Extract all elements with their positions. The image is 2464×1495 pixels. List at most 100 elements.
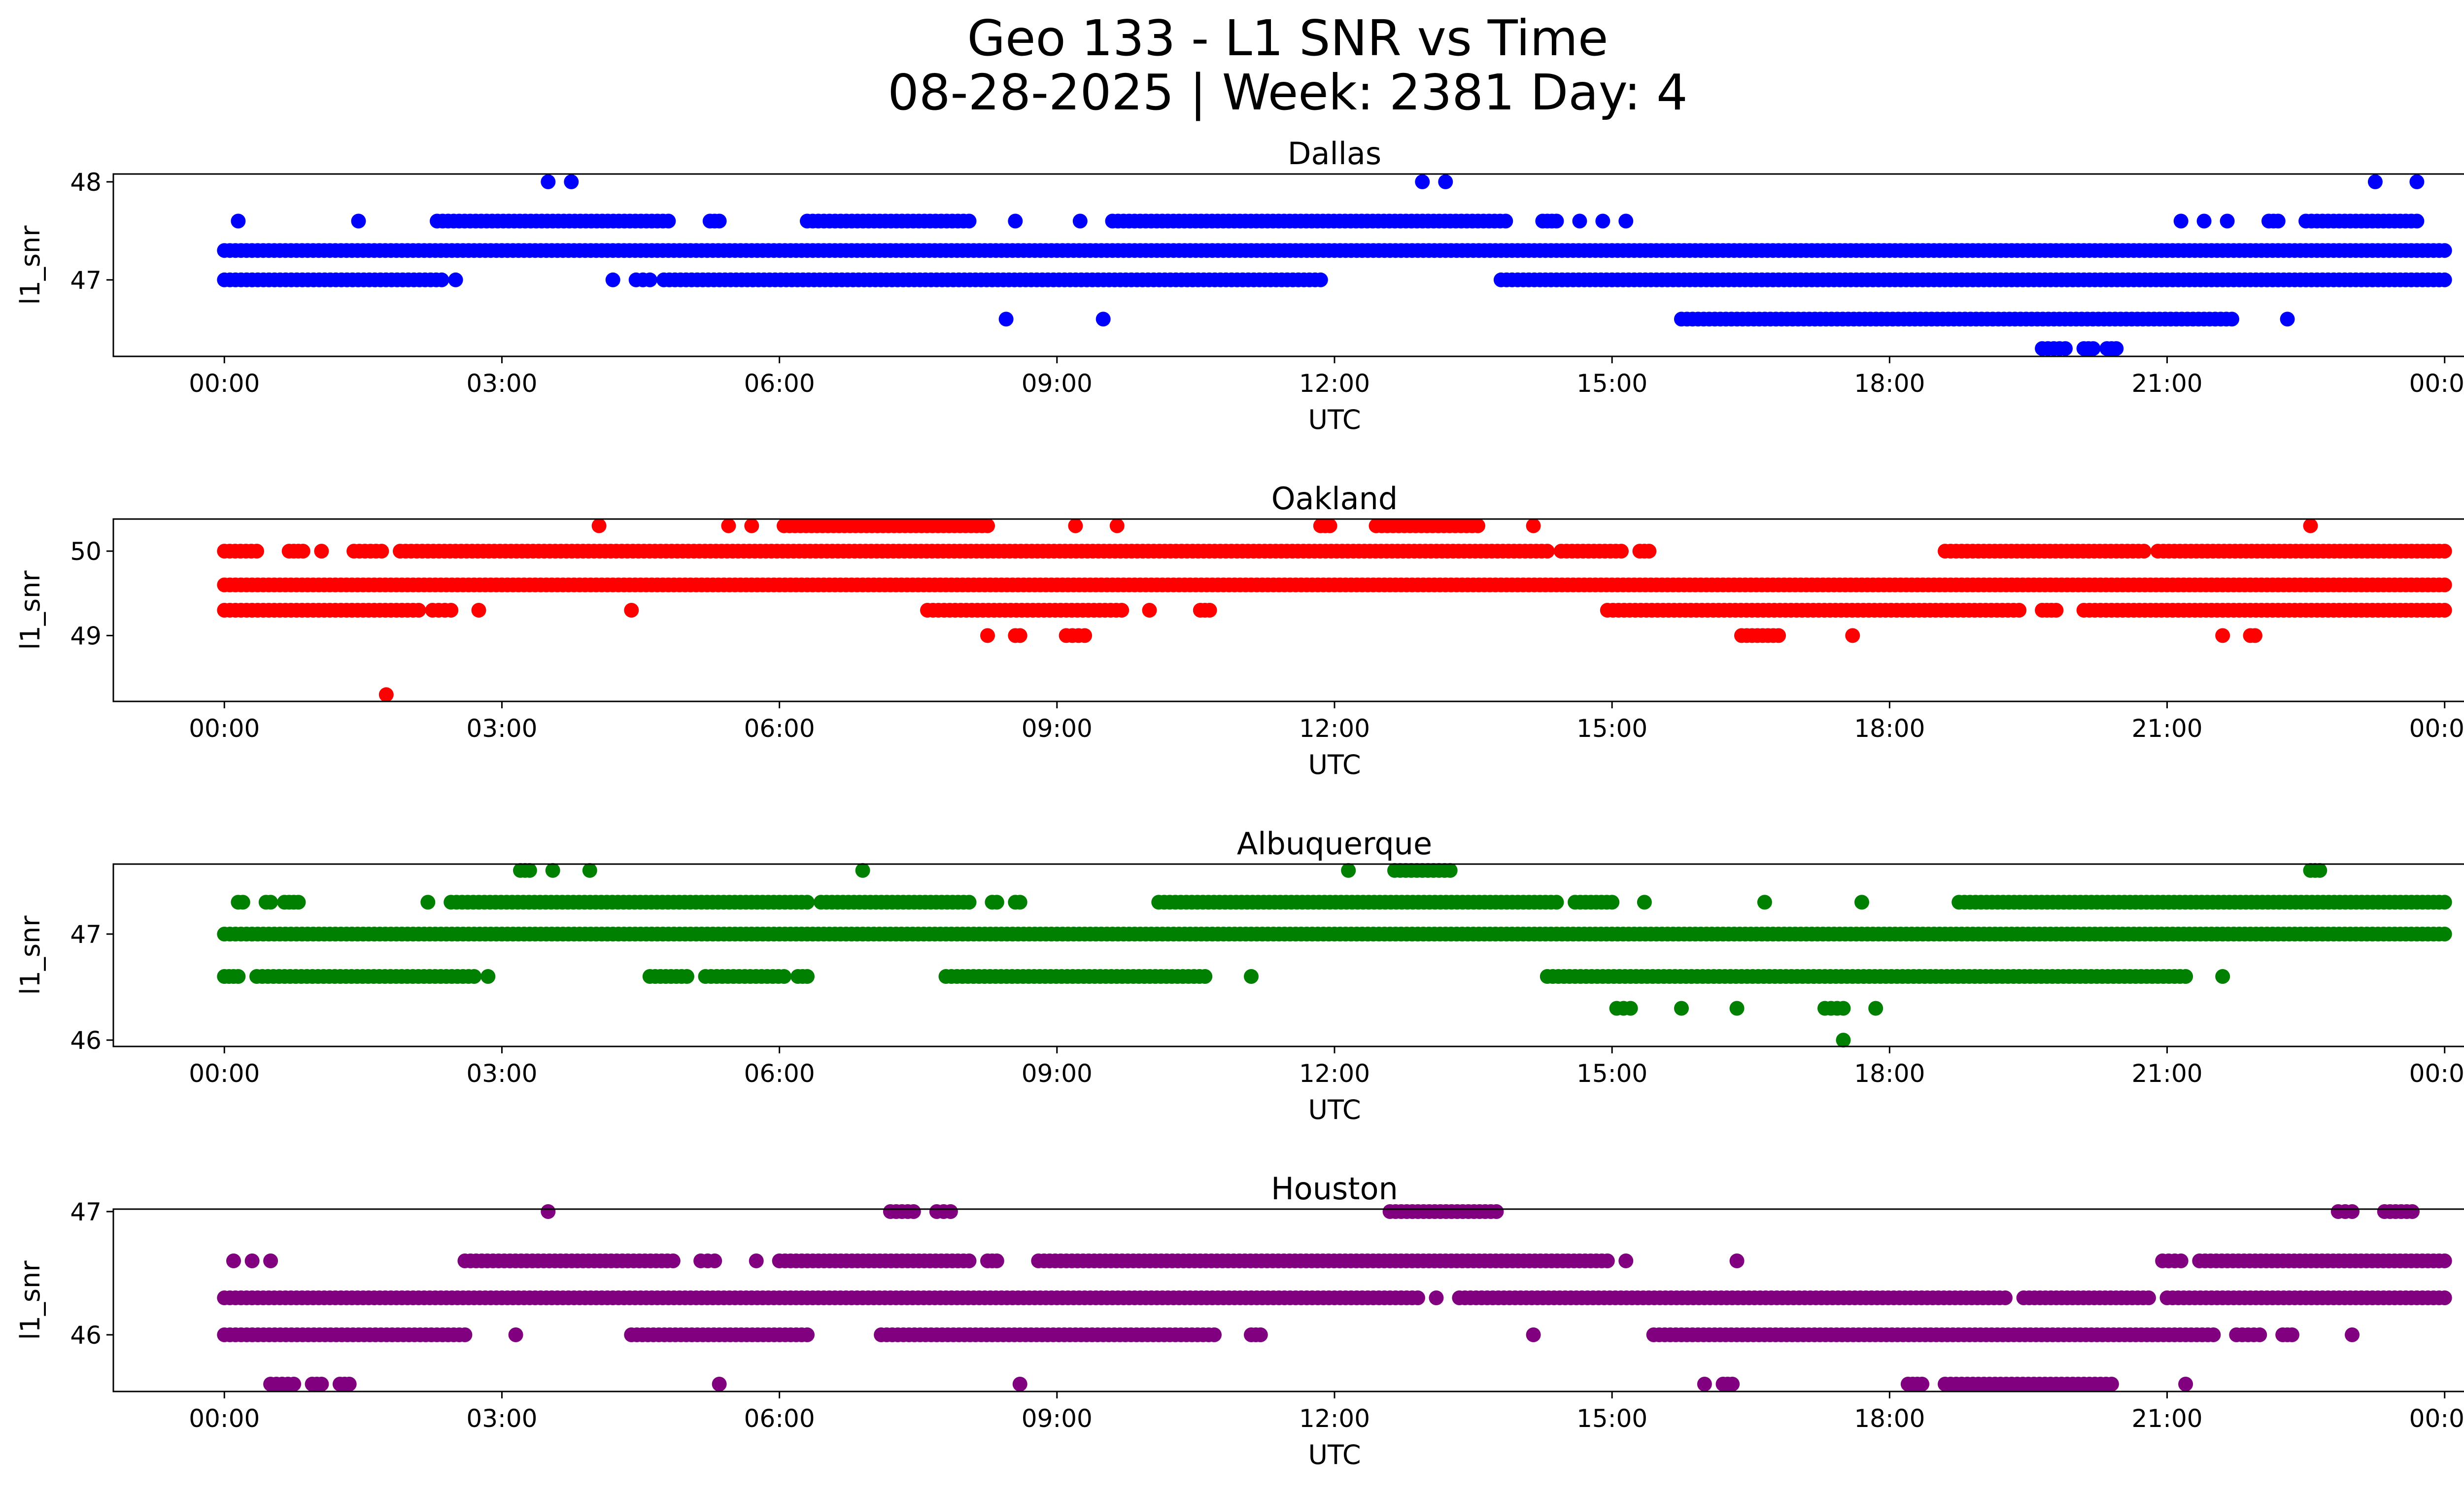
data-point: [2049, 603, 2064, 618]
data-point: [1725, 1377, 1740, 1391]
data-point: [624, 603, 639, 618]
subplot-dallas: Dallas 00:00 03:00 06:00 09:00 12:00 15:00 18:0…: [15, 136, 2464, 435]
data-point: [855, 863, 870, 878]
data-point: [1198, 969, 1213, 984]
data-point: [2437, 603, 2452, 618]
data-point: [2206, 1327, 2221, 1342]
x-tick-label: 18:00: [1854, 369, 1925, 398]
data-point: [1429, 1290, 1444, 1305]
x-tick-label: 12:00: [1299, 714, 1370, 743]
data-point: [2367, 174, 2383, 189]
data-point: [800, 969, 815, 984]
x-tick-label: 18:00: [1854, 1404, 1925, 1433]
data-point: [541, 174, 556, 189]
data-point: [351, 213, 366, 229]
data-point: [2252, 1327, 2267, 1342]
x-tick-label: 21:00: [2131, 1059, 2202, 1088]
y-axis-label-oakland: l1_snr: [15, 570, 46, 650]
data-point: [1012, 1377, 1027, 1391]
data-point: [2437, 1290, 2452, 1305]
subplot-title-houston: Houston: [1271, 1171, 1398, 1207]
data-point: [467, 969, 482, 984]
data-point: [1600, 1253, 1615, 1268]
data-point: [1915, 1377, 1930, 1391]
data-point: [1836, 1001, 1851, 1016]
data-point: [2224, 312, 2239, 327]
data-point: [378, 687, 394, 702]
data-point: [374, 544, 389, 559]
y-tick-label: 46: [70, 1026, 102, 1055]
data-point: [2173, 1253, 2189, 1268]
data-point: [1253, 1327, 1268, 1342]
y-tick-label: 47: [70, 920, 102, 949]
axes-frame-dallas: [112, 173, 2464, 357]
data-point: [263, 1253, 278, 1268]
data-point: [1489, 1204, 1504, 1219]
data-point: [2437, 1253, 2452, 1268]
data-point: [1109, 518, 1125, 533]
x-tick-label: 03:00: [466, 714, 537, 743]
data-point: [2270, 213, 2286, 229]
data-point: [1845, 628, 1860, 643]
data-point: [2437, 272, 2452, 287]
x-tick-label: 15:00: [1576, 1404, 1647, 1433]
data-point: [1572, 213, 1587, 229]
data-point: [2215, 969, 2230, 984]
data-point: [420, 895, 436, 910]
data-point: [1618, 213, 1634, 229]
y-tick-label: 50: [70, 537, 102, 566]
data-point: [712, 213, 727, 229]
data-point: [1012, 628, 1027, 643]
data-point: [231, 213, 246, 229]
data-point: [1729, 1253, 1745, 1268]
data-point: [989, 895, 1004, 910]
data-point: [1618, 1253, 1634, 1268]
y-axis-label-dallas: l1_snr: [15, 225, 46, 305]
data-point: [591, 518, 607, 533]
data-point: [1322, 518, 1337, 533]
data-point: [980, 518, 995, 533]
x-tick-label: 12:00: [1299, 1404, 1370, 1433]
data-point: [642, 272, 657, 287]
data-point: [1526, 1327, 1541, 1342]
data-point: [2178, 969, 2193, 984]
data-point: [800, 895, 815, 910]
data-point: [235, 895, 250, 910]
x-tick-label: 00:00: [2409, 1059, 2464, 1088]
x-axis-label-oakland: UTC: [1308, 749, 1361, 780]
data-point: [1341, 863, 1356, 878]
data-point: [1623, 1001, 1638, 1016]
data-point: [1697, 1377, 1712, 1391]
subplot-title-albuquerque: Albuquerque: [1237, 826, 1432, 862]
data-point: [2141, 1290, 2156, 1305]
data-point: [744, 518, 759, 533]
data-point: [1614, 544, 1629, 559]
x-tick-label: 03:00: [466, 1404, 537, 1433]
data-point: [1637, 895, 1652, 910]
data-point: [712, 1377, 727, 1391]
x-tick-label: 06:00: [744, 1404, 815, 1433]
x-tick-label: 21:00: [2131, 1404, 2202, 1433]
data-point: [286, 1377, 302, 1391]
data-point: [2058, 341, 2073, 356]
x-tick-label: 00:00: [2409, 369, 2464, 398]
data-point: [749, 1253, 764, 1268]
data-point: [2215, 628, 2230, 643]
data-point: [342, 1377, 357, 1391]
data-point: [665, 1253, 681, 1268]
data-point: [906, 1204, 921, 1219]
x-tick-label: 09:00: [1022, 1059, 1093, 1088]
data-point: [480, 969, 496, 984]
data-point: [679, 969, 694, 984]
x-tick-label: 21:00: [2131, 369, 2202, 398]
data-point: [2178, 1377, 2193, 1391]
data-point: [2086, 341, 2101, 356]
data-point: [1207, 1327, 1222, 1342]
x-tick-label: 12:00: [1299, 369, 1370, 398]
data-point: [295, 544, 310, 559]
data-point: [1605, 895, 1620, 910]
data-point: [1595, 213, 1610, 229]
data-point: [1114, 603, 1129, 618]
scatter-points-dallas: [217, 174, 2452, 356]
data-point: [2409, 213, 2425, 229]
